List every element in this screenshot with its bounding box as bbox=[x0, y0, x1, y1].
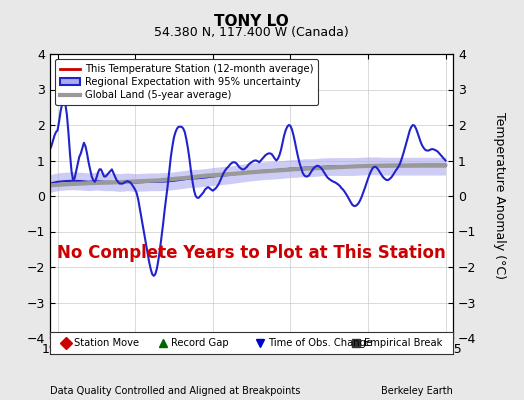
Text: Time of Obs. Change: Time of Obs. Change bbox=[268, 338, 372, 348]
Text: Station Move: Station Move bbox=[74, 338, 139, 348]
Text: 54.380 N, 117.400 W (Canada): 54.380 N, 117.400 W (Canada) bbox=[154, 26, 349, 39]
Text: TONY LO: TONY LO bbox=[214, 14, 289, 29]
Y-axis label: Temperature Anomaly (°C): Temperature Anomaly (°C) bbox=[493, 112, 506, 280]
Text: Data Quality Controlled and Aligned at Breakpoints: Data Quality Controlled and Aligned at B… bbox=[50, 386, 300, 396]
Text: No Complete Years to Plot at This Station: No Complete Years to Plot at This Statio… bbox=[57, 244, 446, 262]
Text: Empirical Break: Empirical Break bbox=[365, 338, 443, 348]
Legend: This Temperature Station (12-month average), Regional Expectation with 95% uncer: This Temperature Station (12-month avera… bbox=[55, 59, 318, 105]
Text: Berkeley Earth: Berkeley Earth bbox=[381, 386, 453, 396]
Text: Record Gap: Record Gap bbox=[171, 338, 228, 348]
